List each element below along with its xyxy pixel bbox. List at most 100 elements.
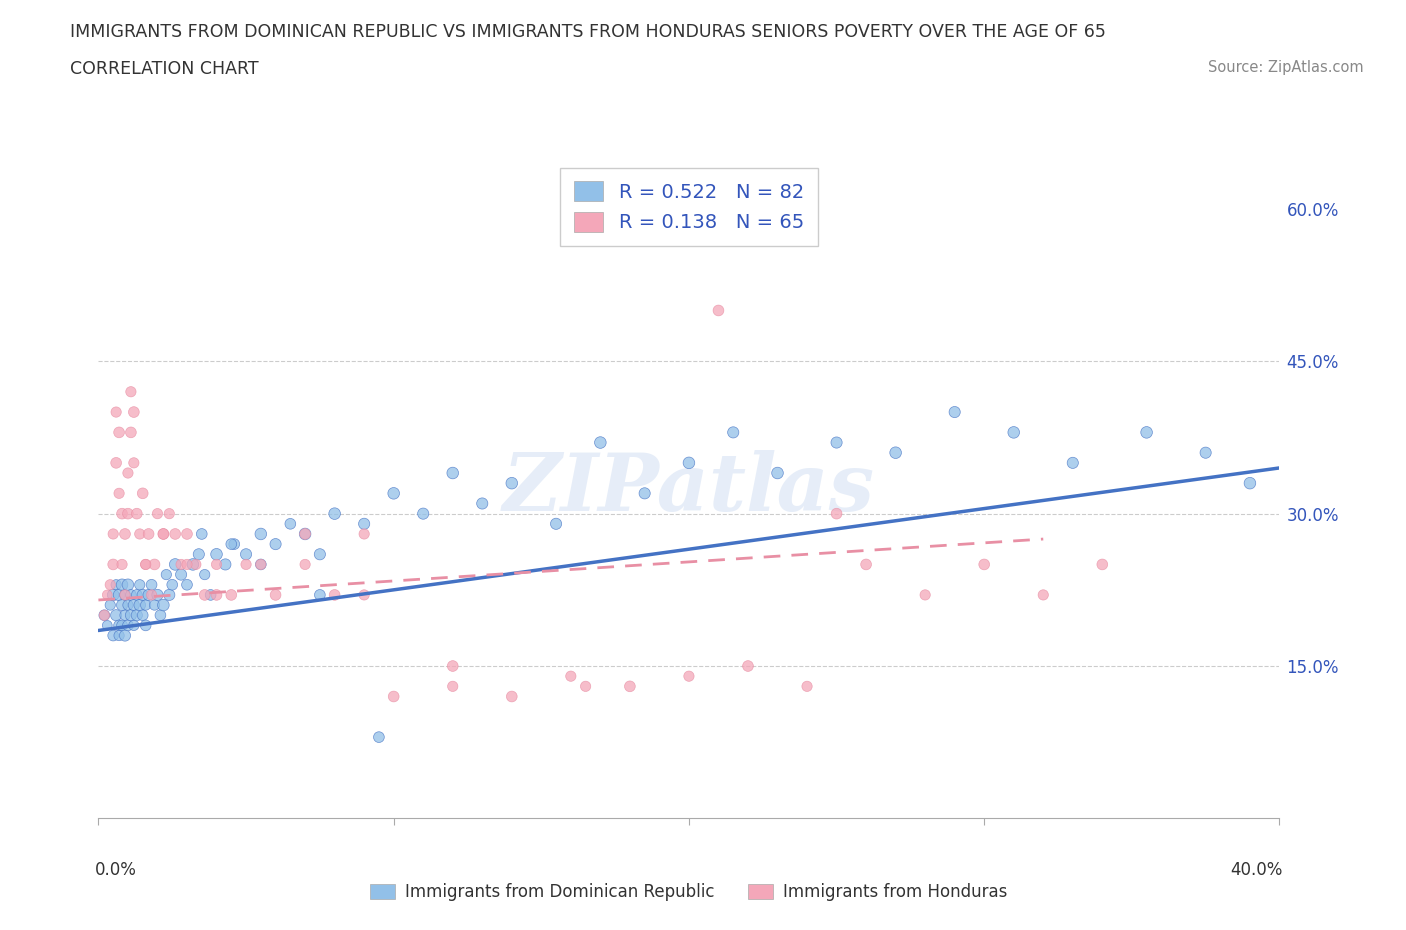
Point <box>353 526 375 541</box>
Point <box>103 526 125 541</box>
Point <box>224 537 246 551</box>
Point <box>205 588 228 603</box>
Point <box>111 557 134 572</box>
Point <box>825 435 848 450</box>
Point <box>441 658 464 673</box>
Point <box>294 526 316 541</box>
Point <box>152 598 174 613</box>
Point <box>441 466 464 481</box>
Point <box>135 618 157 632</box>
Point <box>105 578 128 592</box>
Point <box>122 598 145 613</box>
Point <box>141 578 163 592</box>
Point <box>111 578 134 592</box>
Point <box>128 578 150 592</box>
Point <box>108 618 131 632</box>
Point <box>132 485 155 500</box>
Point <box>678 456 700 471</box>
Point <box>125 588 148 603</box>
Point <box>117 466 139 481</box>
Point <box>135 557 157 572</box>
Point <box>707 303 730 318</box>
Point <box>633 485 655 500</box>
Point <box>96 618 118 632</box>
Point <box>546 516 568 531</box>
Point <box>120 608 142 623</box>
Point <box>574 679 596 694</box>
Point <box>825 506 848 521</box>
Point <box>120 384 142 399</box>
Point <box>973 557 995 572</box>
Point <box>309 547 332 562</box>
Point <box>143 598 166 613</box>
Point <box>117 506 139 521</box>
Point <box>353 588 375 603</box>
Point <box>122 456 145 471</box>
Point <box>98 578 121 592</box>
Point <box>1135 425 1157 440</box>
Point <box>181 557 204 572</box>
Point <box>264 588 287 603</box>
Point <box>501 476 523 491</box>
Point <box>125 506 148 521</box>
Point <box>235 557 257 572</box>
Point <box>152 526 174 541</box>
Point <box>194 588 217 603</box>
Point <box>132 588 155 603</box>
Point <box>114 588 136 603</box>
Point <box>412 506 434 521</box>
Point <box>219 588 242 603</box>
Point <box>560 669 582 684</box>
Point <box>309 588 332 603</box>
Point <box>111 506 134 521</box>
Point <box>114 608 136 623</box>
Point <box>323 506 346 521</box>
Point <box>471 496 494 511</box>
Point <box>152 526 174 541</box>
Point <box>103 557 125 572</box>
Point <box>149 608 172 623</box>
Point <box>723 425 745 440</box>
Point <box>114 526 136 541</box>
Point <box>93 608 115 623</box>
Point <box>146 588 169 603</box>
Point <box>108 588 131 603</box>
Legend: R = 0.522   N = 82, R = 0.138   N = 65: R = 0.522 N = 82, R = 0.138 N = 65 <box>561 167 817 246</box>
Text: CORRELATION CHART: CORRELATION CHART <box>70 60 259 78</box>
Point <box>155 567 177 582</box>
Point <box>135 598 157 613</box>
Point <box>170 557 193 572</box>
Text: Source: ZipAtlas.com: Source: ZipAtlas.com <box>1208 60 1364 75</box>
Point <box>1091 557 1114 572</box>
Point <box>914 588 936 603</box>
Point <box>117 598 139 613</box>
Point <box>353 516 375 531</box>
Point <box>170 567 193 582</box>
Point <box>122 618 145 632</box>
Point <box>200 588 222 603</box>
Point <box>219 537 242 551</box>
Text: ZIPatlas: ZIPatlas <box>503 449 875 527</box>
Point <box>135 557 157 572</box>
Point <box>120 425 142 440</box>
Point <box>194 567 217 582</box>
Point <box>176 526 198 541</box>
Point <box>214 557 236 572</box>
Point <box>105 608 128 623</box>
Point <box>176 557 198 572</box>
Text: 0.0%: 0.0% <box>94 861 136 880</box>
Point <box>96 588 118 603</box>
Text: 40.0%: 40.0% <box>1230 861 1284 880</box>
Point <box>105 405 128 419</box>
Point <box>108 425 131 440</box>
Point <box>501 689 523 704</box>
Point <box>143 557 166 572</box>
Point <box>382 689 405 704</box>
Point <box>796 679 818 694</box>
Point <box>1062 456 1084 471</box>
Point <box>105 456 128 471</box>
Text: IMMIGRANTS FROM DOMINICAN REPUBLIC VS IMMIGRANTS FROM HONDURAS SENIORS POVERTY O: IMMIGRANTS FROM DOMINICAN REPUBLIC VS IM… <box>70 23 1107 41</box>
Point <box>162 578 183 592</box>
Point <box>766 466 789 481</box>
Point <box>278 516 302 531</box>
